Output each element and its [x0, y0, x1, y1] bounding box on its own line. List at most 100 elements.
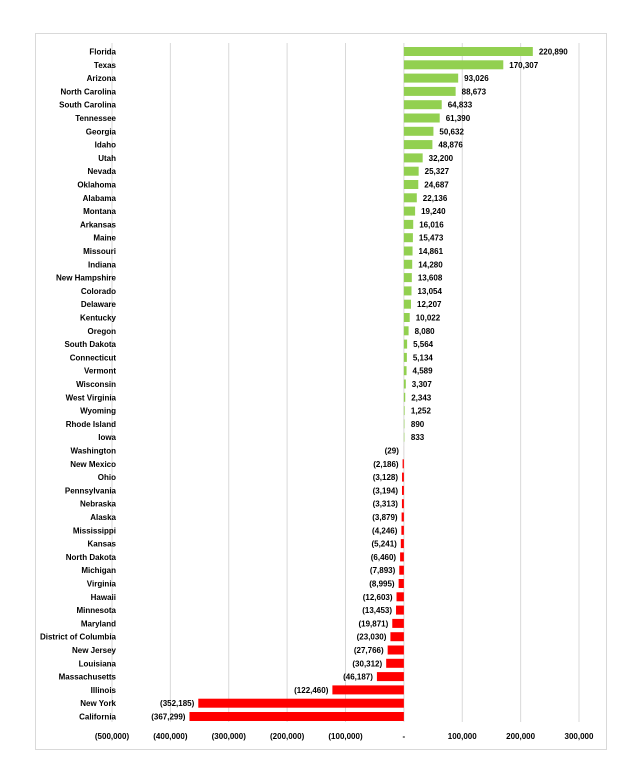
- value-label: (6,460): [371, 553, 397, 562]
- value-label: 890: [411, 420, 425, 429]
- value-label: (3,194): [373, 486, 399, 495]
- category-label: Michigan: [81, 566, 116, 575]
- category-label: Oregon: [88, 327, 117, 336]
- category-label: Texas: [94, 61, 117, 70]
- bar: [396, 592, 404, 602]
- category-label: Nebraska: [80, 500, 117, 509]
- value-label: (7,893): [370, 566, 396, 575]
- gridlines: [111, 43, 580, 722]
- bar: [400, 539, 404, 549]
- category-label: Vermont: [84, 367, 116, 376]
- bar: [403, 86, 456, 96]
- bar: [403, 126, 434, 136]
- category-label: Kansas: [88, 540, 117, 549]
- value-label: (23,030): [357, 633, 387, 642]
- category-label: Arizona: [87, 74, 117, 83]
- category-label: South Dakota: [64, 340, 116, 349]
- value-label: (13,453): [362, 606, 392, 615]
- bar: [403, 246, 413, 256]
- bar: [386, 658, 404, 668]
- category-label: North Dakota: [66, 553, 117, 562]
- bar: [396, 605, 404, 615]
- bar: [399, 565, 404, 575]
- category-label: New Jersey: [72, 646, 117, 655]
- value-label: 64,833: [448, 101, 473, 110]
- bar: [403, 233, 413, 243]
- category-label: Connecticut: [70, 353, 117, 362]
- category-label: New Hampshire: [56, 274, 117, 283]
- category-label: Missouri: [83, 247, 116, 256]
- category-label: California: [79, 713, 116, 722]
- bar: [403, 379, 406, 389]
- value-label: 2,343: [411, 393, 432, 402]
- bar: [403, 352, 407, 362]
- value-label: 93,026: [464, 74, 489, 83]
- category-label: Alaska: [90, 513, 116, 522]
- x-tick-label: (400,000): [153, 732, 188, 741]
- bar: [392, 618, 404, 628]
- bar: [198, 698, 404, 708]
- category-label: Massachusetts: [59, 673, 117, 682]
- bar: [403, 140, 433, 150]
- x-axis-tick-labels: (500,000) (400,000) (300,000) (200,000) (100…: [95, 732, 594, 741]
- value-label: 22,136: [423, 194, 448, 203]
- bar: [401, 499, 404, 509]
- value-label: 10,022: [416, 314, 441, 323]
- bar: [403, 392, 406, 402]
- bar: [403, 113, 440, 123]
- category-label: New York: [80, 699, 116, 708]
- value-label: 8,080: [415, 327, 436, 336]
- category-label: Maine: [93, 234, 116, 243]
- value-label: 833: [411, 433, 425, 442]
- category-label: West Virginia: [66, 393, 117, 402]
- bar: [189, 712, 404, 721]
- value-label: 5,134: [413, 353, 434, 362]
- value-label: (19,871): [358, 619, 388, 628]
- category-label: Nevada: [88, 167, 117, 176]
- category-label: Georgia: [86, 127, 117, 136]
- value-label: (30,312): [352, 659, 382, 668]
- value-label: (29): [385, 447, 400, 456]
- bar: [403, 406, 405, 416]
- value-label: 61,390: [446, 114, 471, 123]
- bar: [403, 313, 410, 322]
- x-tick-label: (300,000): [212, 732, 247, 741]
- value-label: (122,460): [294, 686, 329, 695]
- category-label: Idaho: [95, 141, 116, 150]
- value-label: 13,608: [418, 274, 443, 283]
- value-label: 5,564: [413, 340, 434, 349]
- value-label: 15,473: [419, 234, 444, 243]
- bar: [403, 419, 405, 429]
- category-label: Louisiana: [79, 659, 117, 668]
- category-label: Arkansas: [80, 220, 117, 229]
- bars: [189, 47, 533, 721]
- bar: [403, 326, 409, 336]
- bar: [401, 525, 404, 535]
- bar: [402, 472, 404, 482]
- category-label: South Carolina: [59, 101, 116, 110]
- category-label: Rhode Island: [66, 420, 116, 429]
- value-label: 25,327: [425, 167, 450, 176]
- value-label: 19,240: [421, 207, 446, 216]
- category-label: Wisconsin: [76, 380, 116, 389]
- value-label: (3,879): [372, 513, 398, 522]
- bar: [390, 632, 404, 642]
- category-label: Hawaii: [91, 593, 116, 602]
- category-label: Indiana: [88, 260, 117, 269]
- bar: [403, 339, 408, 349]
- value-label: 13,054: [417, 287, 442, 296]
- category-label: Mississippi: [73, 526, 116, 535]
- value-label: 1,252: [411, 407, 432, 416]
- value-label: 4,589: [413, 367, 434, 376]
- value-label: (5,241): [371, 540, 397, 549]
- bar: [387, 645, 404, 655]
- value-label: (352,185): [160, 699, 195, 708]
- value-label: 3,307: [412, 380, 433, 389]
- bar: [398, 579, 404, 588]
- category-label: New Mexico: [70, 460, 116, 469]
- value-label: 50,632: [439, 127, 464, 136]
- bar: [403, 219, 414, 229]
- bar: [401, 512, 404, 522]
- category-label: Washington: [71, 447, 117, 456]
- value-label: (8,995): [369, 580, 395, 589]
